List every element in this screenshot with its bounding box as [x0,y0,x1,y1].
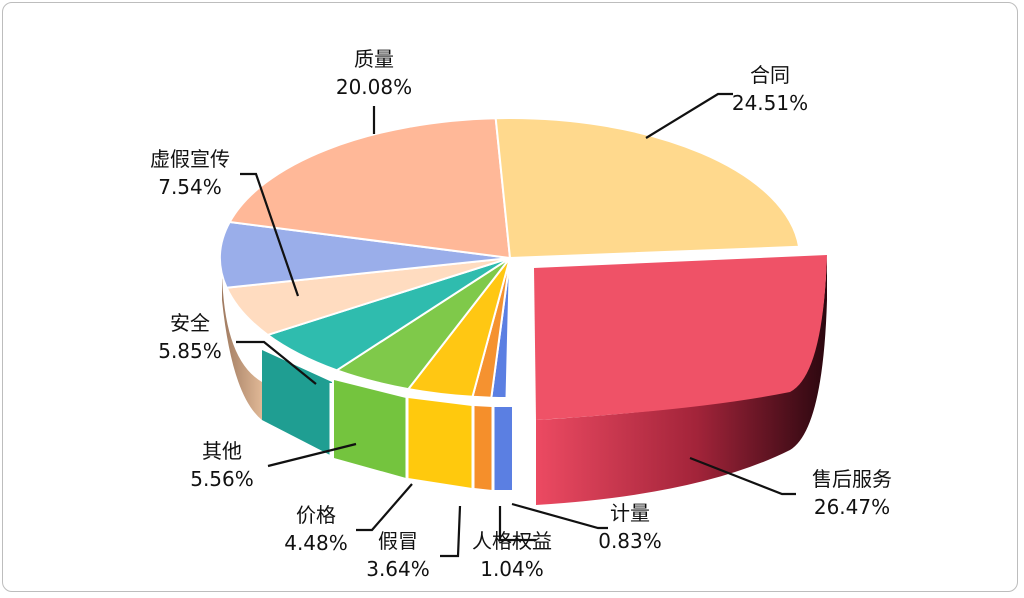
label-jiamao: 假冒 3.64% [366,529,430,581]
label-value: 20.08% [336,75,412,99]
slice-side-jiage [334,380,406,478]
slice-zhiliang[interactable] [228,117,512,260]
label-xujiaxuanchuan: 虚假宣传 7.54% [150,147,230,199]
leader-line-hetong [645,92,733,139]
label-name: 虚假宣传 [150,147,230,171]
slice-hetong[interactable] [494,117,801,260]
leader-line-shouhou [689,456,796,496]
slice-shouhou[interactable] [534,255,827,420]
label-shouhoufuwu: 售后服务 26.47% [812,467,892,519]
label-name: 假冒 [378,529,418,553]
slice-side-jiliang [494,407,512,490]
slice-side-qita [262,350,332,456]
label-name: 人格权益 [472,529,552,553]
leader-line-jiamao [440,505,462,558]
label-anquan: 安全 5.85% [158,311,222,363]
slice-xujia[interactable] [219,220,511,289]
leader-line-jiliang [511,502,608,530]
label-name: 质量 [354,47,394,71]
label-value: 24.51% [732,91,808,115]
label-hetong: 合同 24.51% [732,63,808,115]
label-jiage: 价格 4.48% [284,503,348,555]
slice-side-left-rim [222,272,262,420]
label-qita: 其他 5.56% [190,439,254,491]
label-value: 3.64% [366,557,430,581]
slice-side-jiamao [408,398,472,488]
leader-line-qita [267,442,357,468]
label-value: 0.83% [598,529,662,553]
label-value: 5.85% [158,339,222,363]
slice-side-shouhou [536,255,827,505]
label-name: 其他 [202,439,242,463]
label-name: 合同 [750,63,790,87]
label-name: 价格 [296,503,336,527]
leader-line-xujia [240,172,300,297]
label-value: 5.56% [190,467,254,491]
leader-line-jiage [356,483,413,532]
leader-line-anquan [236,340,317,385]
label-rengequanyi: 人格权益 1.04% [472,529,552,581]
label-value: 26.47% [814,495,890,519]
slice-side-renge [474,406,492,490]
label-name: 售后服务 [812,467,892,491]
label-value: 1.04% [480,557,544,581]
label-value: 7.54% [158,175,222,199]
label-name: 安全 [170,311,210,335]
label-jiliang: 计量 0.83% [598,501,662,553]
label-name: 计量 [610,501,650,525]
leader-line-renge [498,506,536,542]
label-value: 4.48% [284,531,348,555]
label-zhiliang: 质量 20.08% [336,47,412,99]
